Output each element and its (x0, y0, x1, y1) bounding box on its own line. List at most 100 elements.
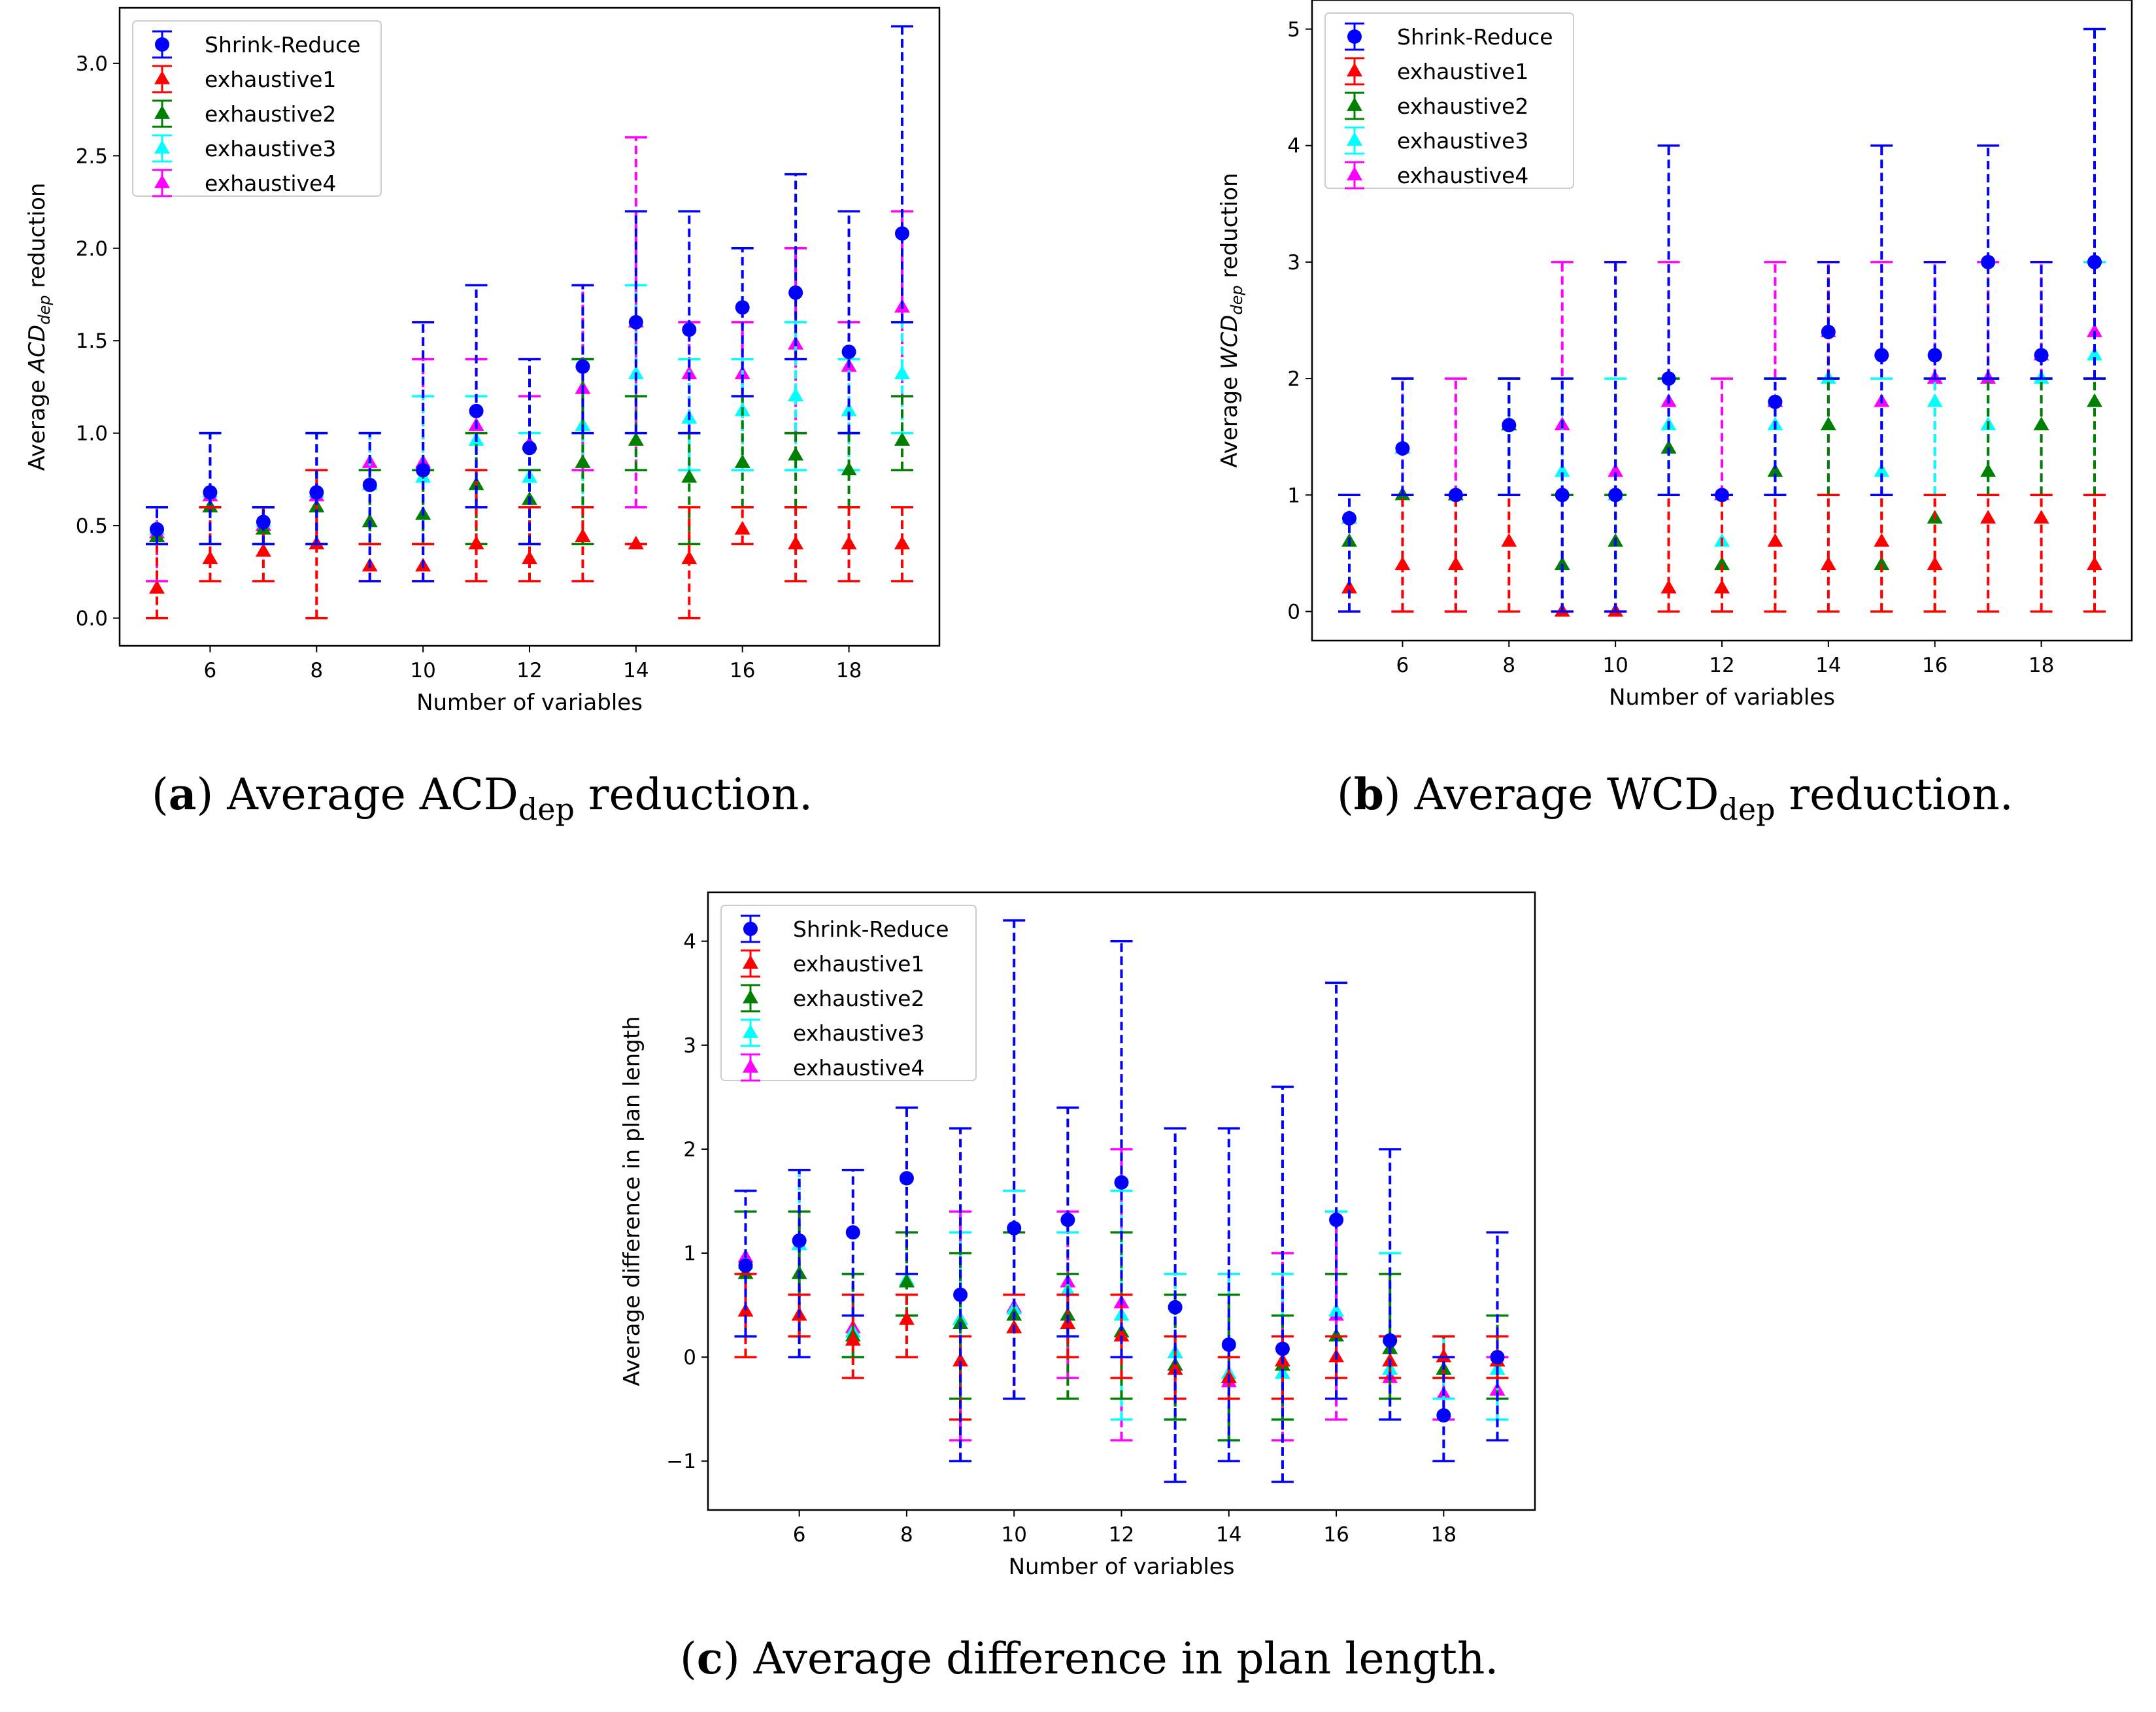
data-point (1554, 556, 1570, 571)
y-tick-label: 2.0 (76, 237, 108, 261)
x-tick-label: 10 (1001, 1523, 1026, 1547)
legend: Shrink-Reduce exhaustive1 exhaustive2 exhau… (132, 20, 382, 197)
series-Shrink-Reduce (1338, 27, 2106, 613)
y-tick-label: 2 (683, 1138, 696, 1162)
y-tick-label: 4 (1287, 135, 1300, 158)
x-axis-label: Number of variables (416, 690, 643, 716)
data-point (788, 285, 803, 300)
y-tick-label: 3 (683, 1034, 696, 1058)
data-point (1007, 1220, 1022, 1235)
data-point (1874, 533, 1890, 547)
data-point (1383, 1333, 1398, 1348)
data-point (1554, 463, 1570, 477)
y-axis-label: Average difference in plan length (619, 1016, 645, 1386)
y-tick-label: 2 (1287, 367, 1300, 391)
series-exhaustive1 (1338, 494, 2106, 617)
data-point (2033, 509, 2049, 524)
data-point (2087, 556, 2102, 571)
data-point (1221, 1337, 1236, 1352)
data-point (1874, 463, 1890, 477)
caption-c: (c) Average difference in plan length. (680, 1633, 1498, 1684)
data-point (1436, 1408, 1451, 1423)
legend: Shrink-Reduce exhaustive1 exhaustive2 exhau… (720, 905, 977, 1082)
y-tick-label: −1 (666, 1450, 696, 1473)
data-point (1502, 418, 1517, 433)
data-point (894, 432, 910, 446)
data-point (841, 462, 857, 476)
y-tick-label: 1.0 (76, 422, 108, 446)
data-point (150, 522, 164, 537)
data-point (845, 1225, 860, 1240)
data-point (734, 454, 750, 468)
data-point (628, 432, 644, 446)
legend-marker (1347, 97, 1362, 111)
data-point (1821, 324, 1836, 339)
data-point (788, 446, 804, 461)
legend-marker (743, 922, 758, 936)
data-point (1714, 556, 1730, 571)
data-point (2087, 323, 2102, 337)
legend-label: exhaustive4 (1397, 163, 1528, 188)
data-point (1501, 533, 1517, 547)
x-tick-label: 18 (1431, 1523, 1457, 1547)
data-point (1328, 1328, 1345, 1342)
legend-label: exhaustive2 (205, 101, 336, 127)
data-point (202, 498, 218, 512)
data-point (952, 1352, 969, 1367)
x-tick-label: 6 (204, 659, 217, 682)
data-point (1394, 556, 1411, 571)
x-tick-label: 8 (310, 659, 323, 682)
legend-label: exhaustive3 (793, 1020, 924, 1046)
data-point (1927, 393, 1943, 407)
chart-a: 6 8 10 12 14 16 18 0.0 0.5 1.0 1.5 2.0 2.5 3.0 Number … (24, 7, 941, 827)
legend-marker (743, 1024, 758, 1038)
data-point (1660, 579, 1677, 594)
y-tick-label: 0 (683, 1346, 696, 1369)
data-point (468, 535, 484, 550)
data-point (149, 580, 165, 594)
data-point (841, 402, 857, 416)
data-point (738, 1258, 753, 1273)
data-point (1660, 440, 1677, 454)
data-point (309, 485, 324, 500)
legend-marker (154, 175, 170, 188)
y-tick-label: 3.0 (76, 52, 108, 76)
x-axis-label: Number of variables (1009, 1554, 1235, 1580)
data-point (898, 1311, 915, 1325)
data-point (202, 550, 218, 564)
data-point (1328, 1303, 1345, 1317)
data-point (1980, 509, 1996, 524)
data-point (1874, 556, 1890, 571)
data-point (841, 344, 856, 360)
legend-marker (1347, 167, 1362, 180)
data-point (1980, 463, 1996, 477)
data-point (788, 388, 804, 402)
data-point (1448, 488, 1463, 503)
data-point (575, 359, 590, 374)
data-point (1714, 579, 1730, 594)
legend-marker (1347, 132, 1362, 146)
y-tick-label: 2.5 (76, 144, 108, 168)
x-tick-label: 14 (1216, 1523, 1241, 1547)
data-point (899, 1171, 914, 1186)
legend-marker (743, 990, 758, 1003)
x-tick-label: 18 (836, 659, 862, 682)
data-point (681, 469, 698, 483)
data-point (416, 463, 431, 478)
data-point (845, 1332, 861, 1346)
x-tick-label: 10 (1602, 654, 1628, 677)
data-point (1114, 1175, 1129, 1190)
data-point (1661, 371, 1676, 386)
x-tick-label: 16 (1323, 1523, 1349, 1547)
y-tick-label: 5 (1287, 18, 1300, 42)
data-point (1608, 463, 1624, 477)
series-Shrink-Reduce (734, 919, 1509, 1483)
x-axis-label: Number of variables (1609, 684, 1835, 711)
y-tick-label: 1 (683, 1242, 696, 1266)
legend-label: Shrink-Reduce (1397, 24, 1553, 50)
x-tick-label: 16 (730, 659, 755, 682)
data-point (682, 322, 697, 337)
